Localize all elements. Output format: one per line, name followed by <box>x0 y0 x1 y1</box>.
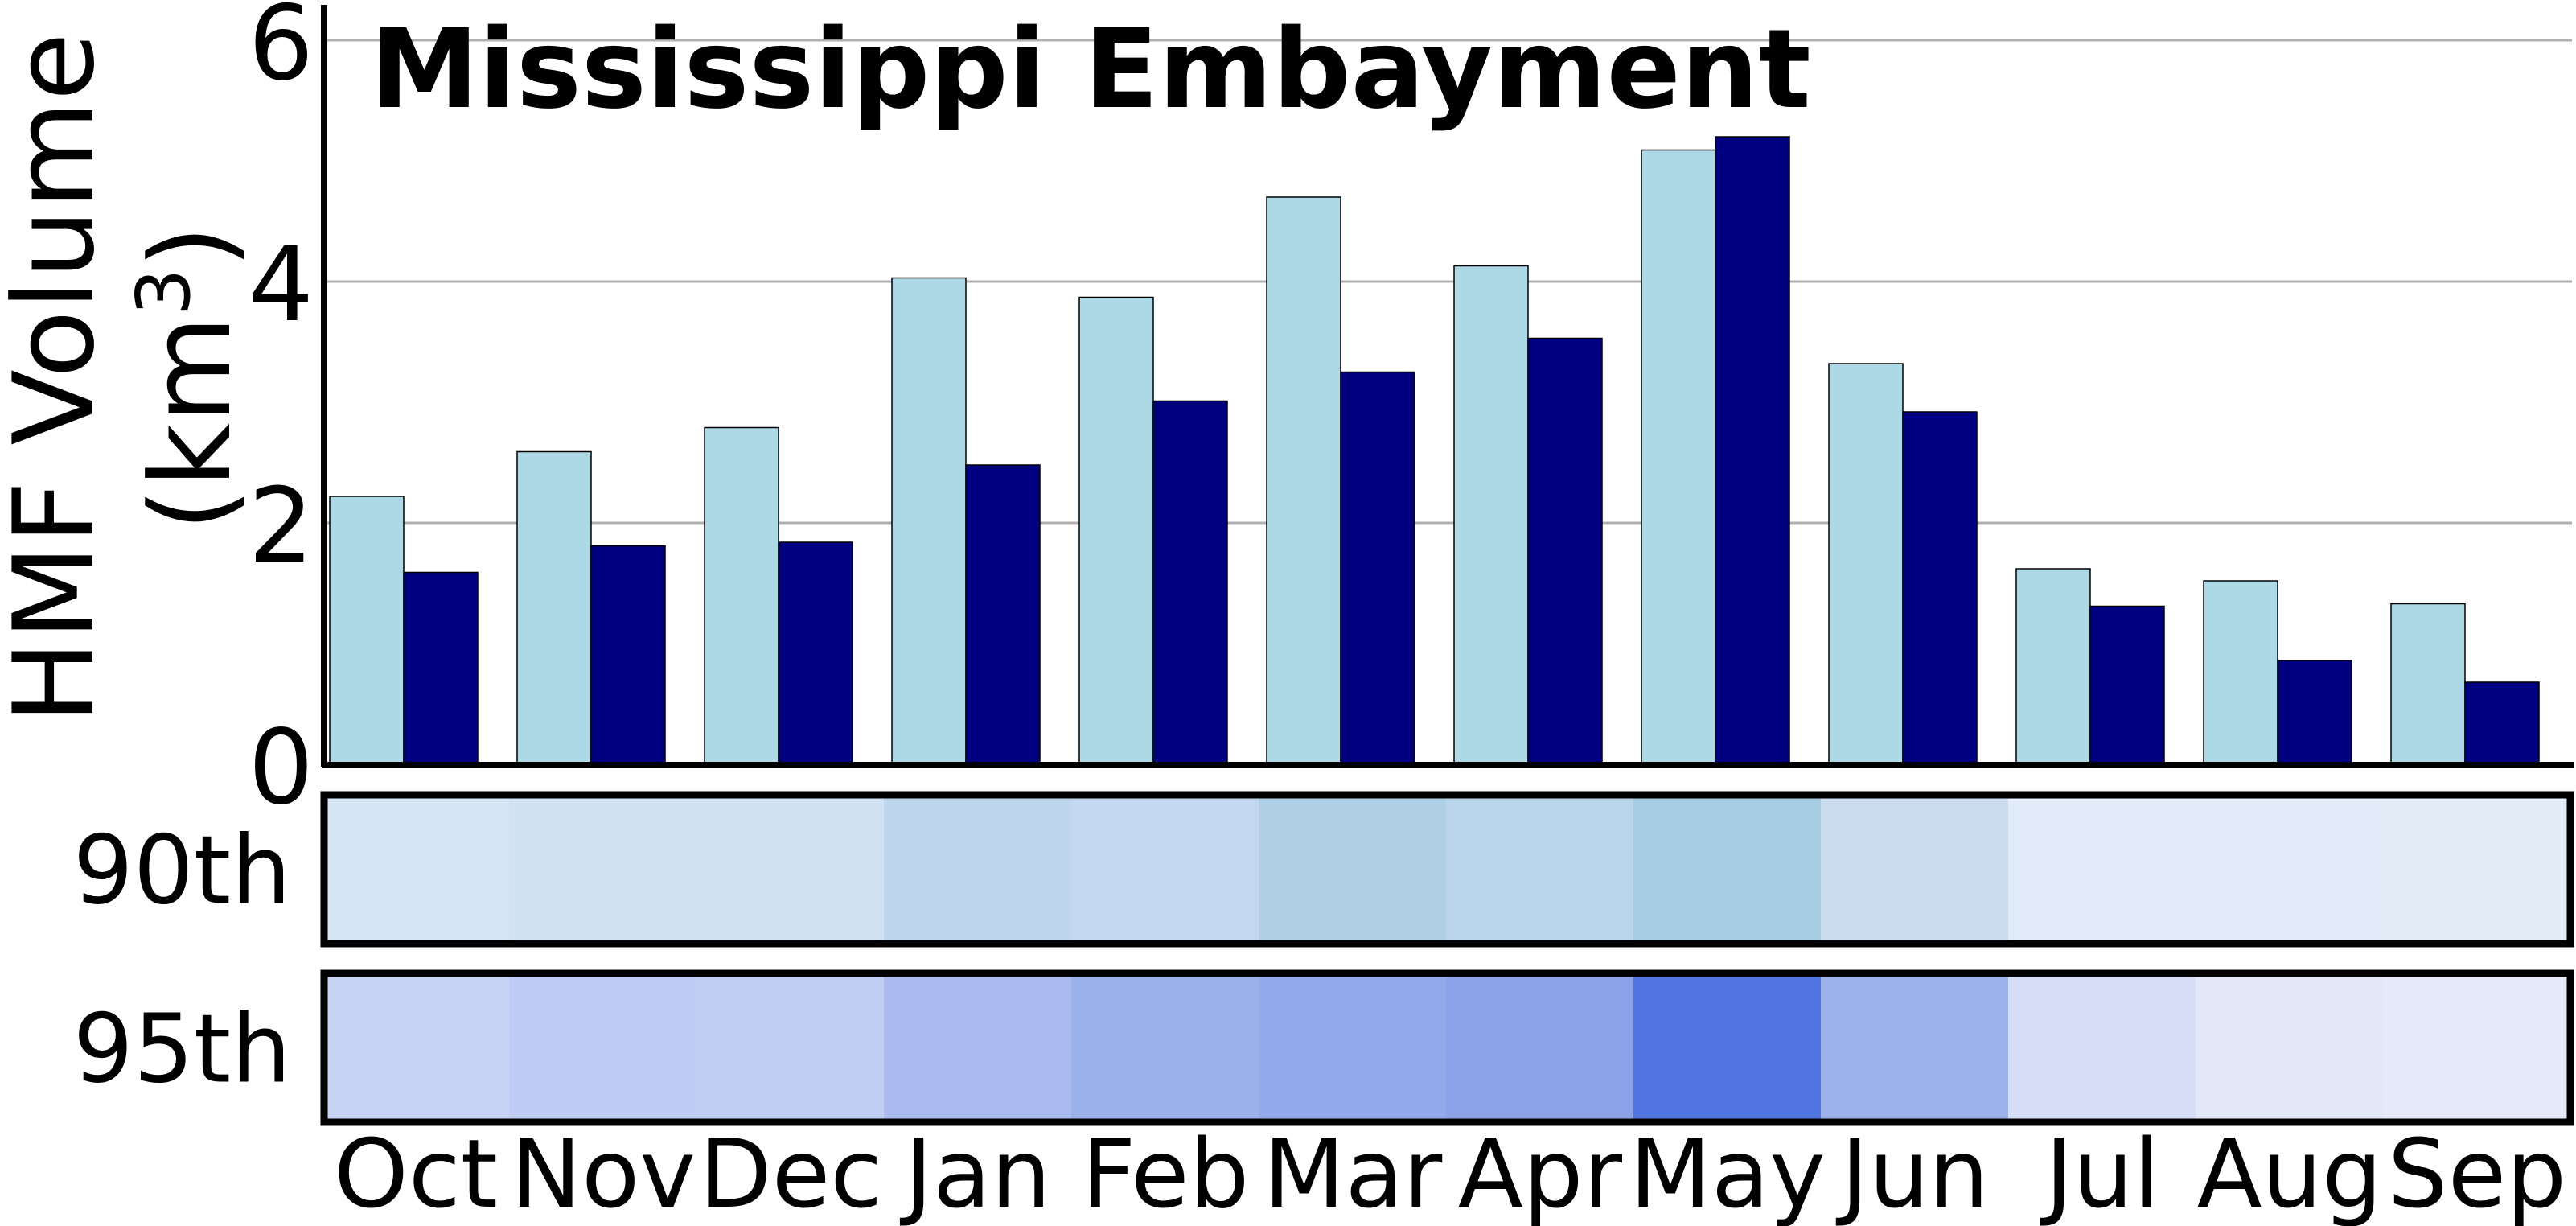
heatmap-cell <box>509 795 696 944</box>
bar-series-2 <box>965 464 1041 765</box>
bar-series-1 <box>1078 296 1154 765</box>
x-tick-label: Jan <box>899 1118 1051 1226</box>
x-tick-label: Oct <box>334 1118 498 1226</box>
heatmap-row-label: 90th <box>73 815 291 926</box>
y-axis-label-line1: HMF Volume <box>0 32 119 723</box>
heatmap-cell <box>2383 973 2570 1122</box>
y-tick-label: 4 <box>249 225 314 345</box>
heatmap-cell <box>324 795 509 944</box>
heatmap-cell <box>2008 795 2196 944</box>
heatmap-cell <box>509 973 696 1122</box>
bar-series-1 <box>1641 149 1716 765</box>
bar-series-2 <box>1902 411 1978 765</box>
grid-lines <box>326 39 2572 525</box>
heatmap-cell <box>1633 795 1821 944</box>
bar-series-1 <box>2015 568 2091 765</box>
heatmap-cell <box>324 973 509 1122</box>
heatmap-frame <box>320 969 2574 1126</box>
bar-series-1 <box>2390 603 2466 765</box>
heatmap-cell <box>2383 795 2570 944</box>
bar-series-2 <box>2464 681 2540 765</box>
heatmap: 90th 95th <box>73 791 2574 1126</box>
y-axis-label-line2: (km3) <box>121 225 256 532</box>
heatmap-cell <box>696 795 884 944</box>
x-tick-label: Apr <box>1458 1118 1623 1226</box>
x-tick-labels: Oct Nov Dec Jan Feb Mar Apr May Jun Jul Aug Sep <box>334 1118 2566 1226</box>
heatmap-cell <box>884 973 1071 1122</box>
bar-series-2 <box>778 541 853 765</box>
x-tick-label: Dec <box>699 1118 882 1226</box>
heatmap-cell <box>1446 973 1633 1122</box>
bar-series-2 <box>2277 660 2352 765</box>
heatmap-cell <box>1071 973 1259 1122</box>
y-tick-label: 2 <box>249 467 314 586</box>
chart-title: Mississippi Embayment <box>370 6 1811 134</box>
bar-series-1 <box>2203 580 2278 765</box>
bar-series-2 <box>1715 136 1790 765</box>
heatmap-cell <box>1633 973 1821 1122</box>
heatmap-cell <box>1821 973 2008 1122</box>
x-tick-label: Mar <box>1263 1118 1443 1226</box>
y-axis-label: HMF Volume (km3) <box>0 32 256 723</box>
heatmap-cell <box>696 973 884 1122</box>
bar-series-2 <box>1152 400 1228 765</box>
x-tick-label: Nov <box>511 1118 696 1226</box>
bar-series-1 <box>1453 265 1529 765</box>
heatmap-cell <box>2196 973 2383 1122</box>
bars <box>329 136 2540 765</box>
heatmap-row-label: 95th <box>73 994 291 1105</box>
bar-series-2 <box>590 545 666 765</box>
heatmap-cell <box>2008 973 2196 1122</box>
heatmap-cell <box>884 795 1071 944</box>
x-tick-label: May <box>1629 1118 1826 1226</box>
bar-series-2 <box>1340 371 1415 765</box>
heatmap-cell <box>1446 795 1633 944</box>
heatmap-cell <box>1259 973 1446 1122</box>
y-tick-label: 6 <box>249 0 314 104</box>
heatmap-cell <box>1821 795 2008 944</box>
x-tick-label: Sep <box>2388 1118 2566 1226</box>
heatmap-cell <box>1071 795 1259 944</box>
heatmap-frame <box>320 791 2574 948</box>
bar-series-1 <box>704 426 779 765</box>
bar-series-1 <box>516 450 592 765</box>
x-tick-label: Jun <box>1835 1118 1989 1226</box>
x-tick-label: Aug <box>2197 1118 2382 1226</box>
heatmap-cell <box>2196 795 2383 944</box>
x-tick-label: Feb <box>1082 1118 1250 1226</box>
bar-series-1 <box>329 496 405 765</box>
y-tick-label: 0 <box>249 708 314 828</box>
bar-series-1 <box>1828 363 1904 765</box>
bar-series-1 <box>891 277 967 765</box>
bar-series-2 <box>2089 605 2165 765</box>
heatmap-cell <box>1259 795 1446 944</box>
x-tick-label: Jul <box>2040 1118 2159 1226</box>
bar-series-2 <box>403 571 479 765</box>
y-tick-labels: 0 2 4 6 <box>249 0 314 828</box>
bar-series-2 <box>1527 337 1603 765</box>
bar-series-1 <box>1266 196 1341 765</box>
